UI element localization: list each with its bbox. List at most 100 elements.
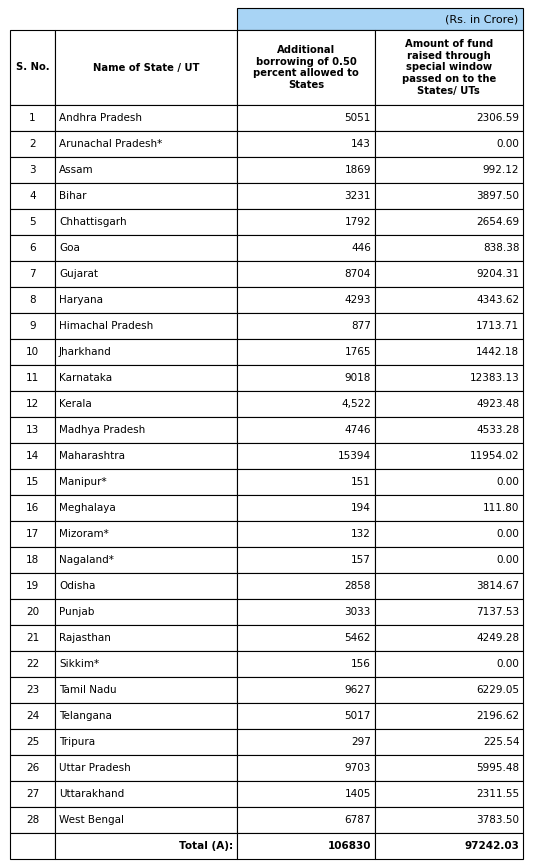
Text: 992.12: 992.12	[483, 165, 519, 175]
Text: 5: 5	[29, 217, 36, 227]
Text: Goa: Goa	[59, 243, 80, 253]
Text: 4343.62: 4343.62	[476, 295, 519, 305]
Bar	[55, 313, 237, 339]
Text: Sikkim*: Sikkim*	[59, 659, 99, 669]
Text: 157: 157	[351, 555, 371, 565]
Bar	[55, 833, 237, 859]
Text: 17: 17	[26, 529, 39, 539]
Text: 0.00: 0.00	[496, 555, 519, 565]
Text: 4923.48: 4923.48	[476, 399, 519, 409]
Text: Uttarakhand: Uttarakhand	[59, 789, 124, 799]
Text: Gujarat: Gujarat	[59, 269, 98, 279]
Bar	[375, 703, 523, 729]
Bar	[55, 105, 237, 131]
Bar	[237, 261, 375, 287]
Text: 18: 18	[26, 555, 39, 565]
Text: Jharkhand: Jharkhand	[59, 347, 111, 357]
Text: Himachal Pradesh: Himachal Pradesh	[59, 321, 153, 331]
Text: 132: 132	[351, 529, 371, 539]
Bar	[375, 30, 523, 105]
Bar	[55, 157, 237, 183]
Text: 28: 28	[26, 815, 39, 825]
Bar	[237, 235, 375, 261]
Text: 143: 143	[351, 139, 371, 149]
Bar	[375, 651, 523, 677]
Bar	[10, 755, 55, 781]
Bar	[375, 521, 523, 547]
Bar	[10, 313, 55, 339]
Bar	[10, 495, 55, 521]
Bar	[237, 157, 375, 183]
Bar	[375, 157, 523, 183]
Bar	[55, 521, 237, 547]
Text: Telangana: Telangana	[59, 711, 112, 721]
Text: 1442.18: 1442.18	[476, 347, 519, 357]
Text: 8704: 8704	[345, 269, 371, 279]
Text: 7: 7	[29, 269, 36, 279]
Text: Assam: Assam	[59, 165, 93, 175]
Bar	[237, 729, 375, 755]
Bar	[10, 417, 55, 443]
Bar	[237, 547, 375, 573]
Text: 2306.59: 2306.59	[477, 113, 519, 123]
Text: 5017: 5017	[345, 711, 371, 721]
Text: 9018: 9018	[345, 373, 371, 383]
Text: 106830: 106830	[327, 841, 371, 851]
Bar	[55, 339, 237, 365]
Bar	[55, 443, 237, 469]
Bar	[10, 469, 55, 495]
Text: 1869: 1869	[344, 165, 371, 175]
Bar	[237, 391, 375, 417]
Bar	[237, 781, 375, 807]
Bar	[237, 287, 375, 313]
Text: 3: 3	[29, 165, 36, 175]
Text: 6: 6	[29, 243, 36, 253]
Bar	[375, 105, 523, 131]
Bar	[375, 729, 523, 755]
Bar	[55, 781, 237, 807]
Text: 194: 194	[351, 503, 371, 513]
Text: 1713.71: 1713.71	[476, 321, 519, 331]
Text: Chhattisgarh: Chhattisgarh	[59, 217, 126, 227]
Text: 9204.31: 9204.31	[477, 269, 519, 279]
Text: 11954.02: 11954.02	[470, 451, 519, 461]
Bar	[10, 391, 55, 417]
Text: 24: 24	[26, 711, 39, 721]
Text: Manipur*: Manipur*	[59, 477, 107, 487]
Bar	[375, 469, 523, 495]
Bar	[55, 547, 237, 573]
Bar	[10, 651, 55, 677]
Bar	[375, 547, 523, 573]
Text: 0.00: 0.00	[496, 139, 519, 149]
Bar	[237, 105, 375, 131]
Bar	[10, 339, 55, 365]
Bar	[55, 807, 237, 833]
Text: 111.80: 111.80	[483, 503, 519, 513]
Text: Nagaland*: Nagaland*	[59, 555, 114, 565]
Text: 0.00: 0.00	[496, 529, 519, 539]
Bar	[375, 807, 523, 833]
Text: 4249.28: 4249.28	[476, 633, 519, 643]
Text: 9627: 9627	[344, 685, 371, 695]
Text: 22: 22	[26, 659, 39, 669]
Bar	[55, 651, 237, 677]
Bar	[10, 703, 55, 729]
Text: 7137.53: 7137.53	[476, 607, 519, 617]
Bar	[375, 261, 523, 287]
Text: 6787: 6787	[344, 815, 371, 825]
Bar	[237, 8, 523, 30]
Text: 2: 2	[29, 139, 36, 149]
Text: Uttar Pradesh: Uttar Pradesh	[59, 763, 131, 773]
Bar	[55, 183, 237, 209]
Bar	[10, 573, 55, 599]
Bar	[375, 599, 523, 625]
Bar	[10, 365, 55, 391]
Bar	[55, 261, 237, 287]
Bar	[10, 547, 55, 573]
Text: 16: 16	[26, 503, 39, 513]
Text: 12: 12	[26, 399, 39, 409]
Bar	[10, 209, 55, 235]
Text: 15394: 15394	[338, 451, 371, 461]
Text: 5462: 5462	[344, 633, 371, 643]
Bar	[237, 365, 375, 391]
